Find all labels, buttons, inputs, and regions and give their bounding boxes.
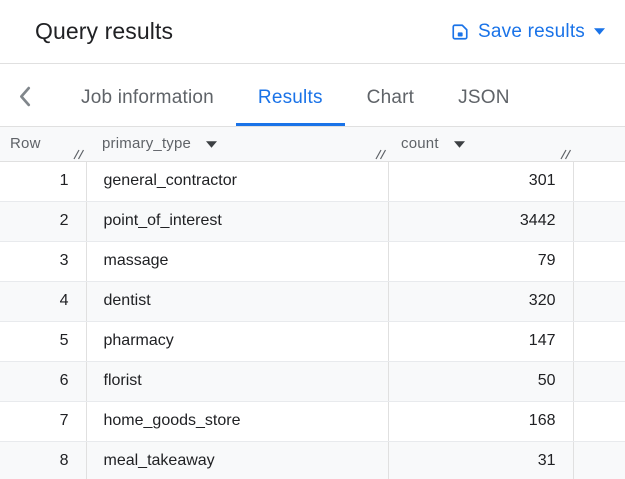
row-number-cell: 1 <box>0 161 87 202</box>
tab-chart[interactable]: Chart <box>366 86 415 108</box>
row-number-cell: 8 <box>0 441 87 479</box>
row-number-cell: 5 <box>0 321 87 362</box>
row-number-cell: 6 <box>0 361 87 402</box>
page-title: Query results <box>35 18 174 44</box>
save-results-button[interactable]: Save results <box>451 21 605 43</box>
results-table-body: 1 general_contractor 301 2 point_of_inte… <box>0 161 625 479</box>
column-menu-caret-icon[interactable] <box>206 135 218 152</box>
back-chevron-button[interactable] <box>18 86 31 110</box>
column-label-count: count <box>401 135 439 153</box>
spacer-cell <box>573 401 625 442</box>
tab-job-information[interactable]: Job information <box>81 86 214 108</box>
primary-type-cell: pharmacy <box>86 321 389 362</box>
count-cell: 301 <box>388 161 574 202</box>
table-row: 4 dentist 320 <box>0 281 625 322</box>
column-header-spacer <box>573 127 625 162</box>
table-row: 6 florist 50 <box>0 361 625 402</box>
count-cell: 31 <box>388 441 574 479</box>
column-label-primary-type: primary_type <box>102 135 192 153</box>
primary-type-cell: point_of_interest <box>86 201 389 242</box>
row-number-cell: 7 <box>0 401 87 442</box>
tab-list: Job information Results Chart JSON <box>59 72 532 126</box>
topbar: Query results Save results <box>0 0 625 64</box>
column-resize-handle-icon[interactable] <box>559 149 572 160</box>
row-number-cell: 3 <box>0 241 87 282</box>
primary-type-cell: dentist <box>86 281 389 322</box>
table-row: 1 general_contractor 301 <box>0 161 625 202</box>
tab-results[interactable]: Results <box>235 72 345 126</box>
count-cell: 168 <box>388 401 574 442</box>
chevron-left-icon <box>18 86 31 110</box>
tab-bar: Job information Results Chart JSON <box>0 64 625 127</box>
count-cell: 50 <box>388 361 574 402</box>
spacer-cell <box>573 201 625 242</box>
save-icon <box>451 23 469 41</box>
primary-type-cell: meal_takeaway <box>86 441 389 479</box>
tab-json[interactable]: JSON <box>458 86 510 108</box>
spacer-cell <box>573 161 625 202</box>
results-table: Row primary_type <box>0 127 625 479</box>
count-cell: 3442 <box>388 201 574 242</box>
spacer-cell <box>573 441 625 479</box>
table-row: 3 massage 79 <box>0 241 625 282</box>
column-menu-caret-icon[interactable] <box>454 135 466 152</box>
spacer-cell <box>573 241 625 282</box>
primary-type-cell: general_contractor <box>86 161 389 202</box>
count-cell: 79 <box>388 241 574 282</box>
count-cell: 147 <box>388 321 574 362</box>
column-header-row: Row <box>0 127 86 162</box>
row-number-cell: 4 <box>0 281 87 322</box>
table-header-row: Row primary_type <box>0 127 625 162</box>
primary-type-cell: florist <box>86 361 389 402</box>
spacer-cell <box>573 321 625 362</box>
column-resize-handle-icon[interactable] <box>374 149 387 160</box>
column-header-primary-type[interactable]: primary_type <box>86 127 388 162</box>
column-label-row: Row <box>10 135 41 153</box>
spacer-cell <box>573 281 625 322</box>
table-row: 5 pharmacy 147 <box>0 321 625 362</box>
column-header-count[interactable]: count <box>388 127 573 162</box>
caret-down-icon <box>594 28 605 35</box>
save-results-label: Save results <box>478 20 585 42</box>
column-resize-handle-icon[interactable] <box>72 149 85 160</box>
table-row: 2 point_of_interest 3442 <box>0 201 625 242</box>
table-row: 8 meal_takeaway 31 <box>0 441 625 479</box>
count-cell: 320 <box>388 281 574 322</box>
primary-type-cell: home_goods_store <box>86 401 389 442</box>
row-number-cell: 2 <box>0 201 87 242</box>
spacer-cell <box>573 361 625 402</box>
primary-type-cell: massage <box>86 241 389 282</box>
table-row: 7 home_goods_store 168 <box>0 401 625 442</box>
